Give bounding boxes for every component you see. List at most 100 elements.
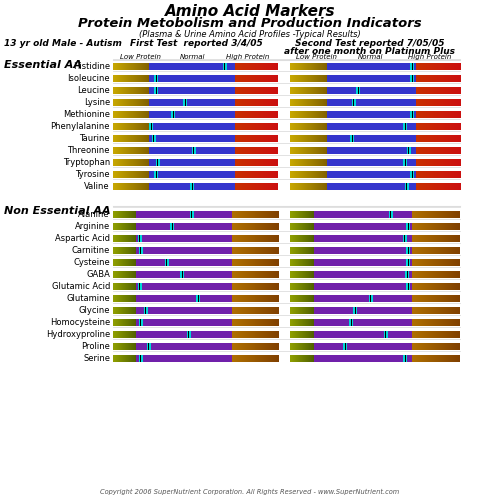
Bar (191, 211, 192, 218)
Text: Histidine: Histidine (73, 62, 110, 71)
Bar (154, 75, 158, 82)
Bar (410, 63, 414, 70)
Bar (185, 99, 186, 106)
Bar (150, 171, 235, 178)
Bar (384, 331, 388, 338)
Text: Threonine: Threonine (68, 146, 110, 155)
Text: Taurine: Taurine (80, 134, 110, 143)
Bar (314, 259, 412, 266)
Bar (136, 295, 232, 302)
Bar (412, 171, 413, 178)
Bar (404, 123, 406, 130)
Bar (190, 211, 194, 218)
Bar (403, 123, 407, 130)
Bar (358, 87, 359, 94)
Text: Carnitine: Carnitine (72, 246, 110, 255)
Bar (314, 223, 412, 230)
Bar (136, 307, 232, 314)
Text: Phenylalanine: Phenylalanine (50, 122, 110, 131)
Text: Arginine: Arginine (75, 222, 110, 231)
Bar (184, 99, 188, 106)
Bar (314, 271, 412, 278)
Bar (136, 283, 232, 290)
Bar (408, 247, 409, 254)
Bar (139, 247, 143, 254)
Bar (412, 63, 413, 70)
Text: Protein Metobolism and Production Indicators: Protein Metobolism and Production Indica… (78, 17, 422, 30)
Bar (370, 295, 372, 302)
Bar (136, 271, 232, 278)
Bar (152, 135, 156, 142)
Bar (196, 295, 200, 302)
Bar (164, 259, 168, 266)
Bar (136, 331, 232, 338)
Bar (149, 123, 153, 130)
Bar (139, 355, 143, 362)
Bar (145, 307, 146, 314)
Text: Serine: Serine (83, 354, 110, 363)
Bar (328, 63, 416, 70)
Bar (150, 111, 235, 118)
Bar (345, 343, 346, 350)
Text: Glutamine: Glutamine (66, 294, 110, 303)
Bar (150, 183, 235, 190)
Bar (150, 135, 235, 142)
Text: Essential AA: Essential AA (4, 60, 82, 70)
Text: High Protein: High Protein (408, 54, 452, 60)
Text: Normal: Normal (358, 54, 384, 60)
Bar (404, 235, 405, 242)
Bar (154, 171, 158, 178)
Bar (190, 183, 194, 190)
Bar (406, 271, 409, 278)
Bar (172, 111, 175, 118)
Bar (150, 147, 235, 154)
Text: Alanine: Alanine (78, 210, 110, 219)
Bar (406, 223, 410, 230)
Bar (328, 183, 416, 190)
Bar (192, 147, 196, 154)
Bar (136, 235, 232, 242)
Bar (314, 295, 412, 302)
Bar (328, 111, 416, 118)
Text: First Test  reported 3/4/05: First Test reported 3/4/05 (130, 39, 262, 48)
Bar (140, 247, 141, 254)
Bar (406, 183, 408, 190)
Bar (150, 159, 235, 166)
Bar (224, 63, 226, 70)
Bar (146, 343, 150, 350)
Bar (328, 87, 416, 94)
Bar (173, 111, 174, 118)
Bar (403, 159, 407, 166)
Bar (140, 319, 141, 326)
Text: Valine: Valine (84, 182, 110, 191)
Bar (344, 343, 347, 350)
Bar (408, 283, 409, 290)
Text: 13 yr old Male - Autism: 13 yr old Male - Autism (4, 39, 122, 48)
Bar (314, 319, 412, 326)
Bar (138, 235, 142, 242)
Bar (150, 123, 152, 130)
Bar (186, 331, 190, 338)
Bar (408, 147, 409, 154)
Bar (328, 99, 416, 106)
Bar (405, 355, 406, 362)
Bar (150, 75, 235, 82)
Bar (150, 123, 235, 130)
Bar (406, 147, 410, 154)
Text: Isoleucine: Isoleucine (68, 74, 110, 83)
Bar (328, 75, 416, 82)
Text: after one month on Platinum Plus: after one month on Platinum Plus (284, 47, 456, 56)
Text: Aspartic Acid: Aspartic Acid (55, 234, 110, 243)
Bar (314, 235, 412, 242)
Bar (136, 343, 232, 350)
Text: Second Test reported 7/05/05: Second Test reported 7/05/05 (295, 39, 445, 48)
Bar (402, 235, 406, 242)
Text: Proline: Proline (81, 342, 110, 351)
Bar (136, 211, 232, 218)
Bar (406, 247, 410, 254)
Bar (139, 319, 143, 326)
Bar (350, 135, 354, 142)
Bar (351, 319, 352, 326)
Bar (328, 171, 416, 178)
Bar (198, 295, 199, 302)
